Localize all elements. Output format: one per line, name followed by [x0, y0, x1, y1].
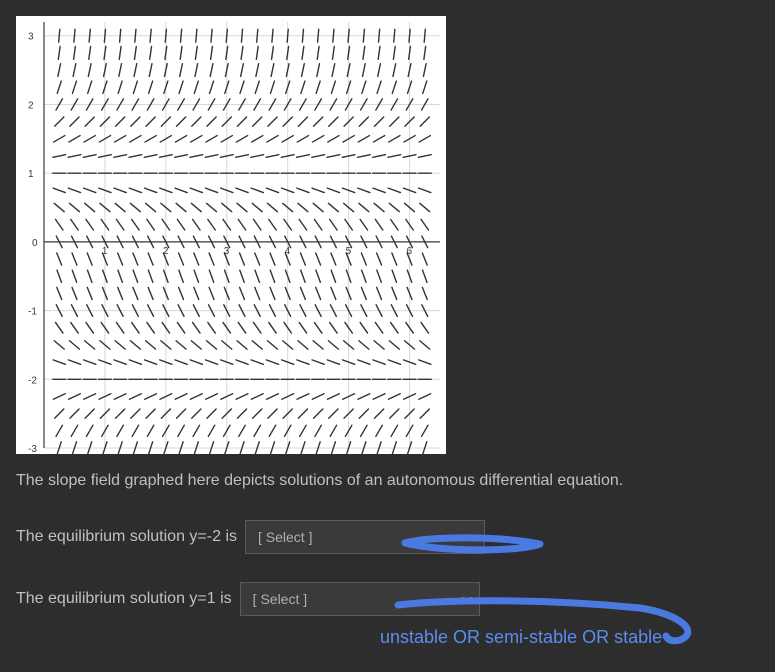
equilibrium-1-select[interactable]: [ Select ]: [245, 520, 485, 554]
svg-text:-2: -2: [28, 375, 37, 386]
equilibrium-2-label: The equilibrium solution y=1 is: [16, 590, 232, 608]
slope-field-chart: 123456-3-2-11230: [16, 16, 446, 454]
svg-text:2: 2: [28, 100, 34, 111]
equilibrium-row-1: The equilibrium solution y=-2 is [ Selec…: [16, 520, 759, 554]
period-1: .: [489, 528, 493, 546]
equilibrium-1-label: The equilibrium solution y=-2 is: [16, 528, 237, 546]
svg-text:1: 1: [28, 169, 34, 180]
svg-text:-3: -3: [28, 444, 37, 454]
slope-field-svg: 123456-3-2-11230: [16, 16, 446, 454]
svg-text:-1: -1: [28, 307, 37, 318]
question-intro: The slope field graphed here depicts sol…: [16, 470, 759, 492]
svg-text:3: 3: [28, 32, 34, 43]
equilibrium-row-2: The equilibrium solution y=1 is [ Select…: [16, 582, 759, 616]
options-hint: unstable OR semi-stable OR stable: [380, 627, 662, 648]
equilibrium-2-select[interactable]: [ Select ]: [240, 582, 480, 616]
svg-text:0: 0: [32, 238, 38, 249]
